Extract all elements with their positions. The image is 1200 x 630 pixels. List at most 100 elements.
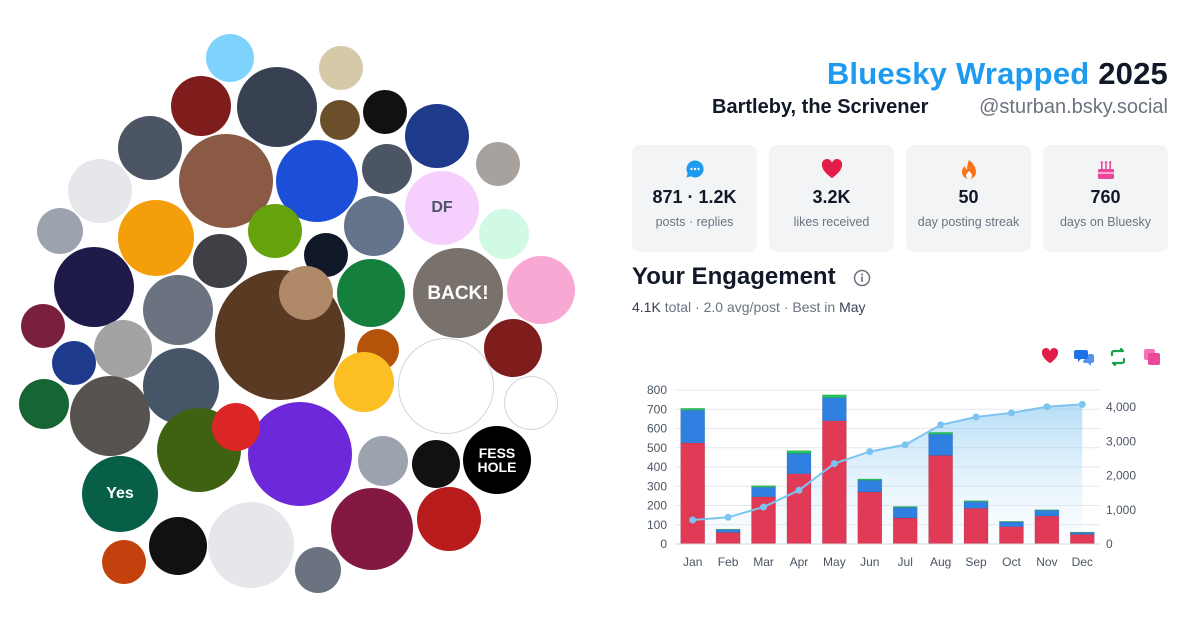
avatar[interactable] xyxy=(334,352,394,412)
engagement-chart: 0 100 200 300 400 500 600 700 800 0 1,000 2,000 3,00… xyxy=(647,383,1136,569)
bar-segment xyxy=(963,501,989,509)
cumulative-point xyxy=(937,421,945,429)
x-tick-label: Nov xyxy=(1036,555,1057,569)
avatar[interactable] xyxy=(362,144,412,194)
engagement-title: Your Engagement xyxy=(632,263,836,290)
avatar[interactable] xyxy=(118,116,182,180)
bar-segment xyxy=(1034,515,1060,545)
bar-segment xyxy=(963,508,989,545)
avatar[interactable] xyxy=(507,256,575,324)
avatar[interactable] xyxy=(476,142,520,186)
info-icon[interactable] xyxy=(853,269,871,292)
bar-segment xyxy=(751,486,776,498)
y2-tick-label: 3,000 xyxy=(1106,434,1136,448)
avatar[interactable] xyxy=(504,376,558,430)
x-tick-label: Dec xyxy=(1072,555,1093,569)
cumulative-point xyxy=(1078,400,1086,408)
avatar[interactable] xyxy=(171,76,231,136)
avatar[interactable] xyxy=(279,266,333,320)
avatar[interactable] xyxy=(417,487,481,551)
avatar[interactable] xyxy=(52,341,96,385)
engagement-average: 2.0 avg/post xyxy=(703,299,780,315)
avatar[interactable] xyxy=(320,100,360,140)
cumulative-point xyxy=(830,460,838,468)
x-tick-label: Apr xyxy=(790,555,809,569)
avatar[interactable] xyxy=(248,204,302,258)
display-name: Bartleby, the Scrivener xyxy=(712,96,929,118)
y-tick-label: 400 xyxy=(647,460,667,474)
bar-segment xyxy=(715,529,741,533)
avatar[interactable] xyxy=(118,200,194,276)
avatar[interactable] xyxy=(143,275,213,345)
avatar[interactable] xyxy=(412,440,460,488)
avatar[interactable] xyxy=(344,196,404,256)
avatar[interactable] xyxy=(37,208,83,254)
avatar-label: DF xyxy=(431,199,453,216)
y-tick-label: 300 xyxy=(647,479,667,493)
avatar[interactable] xyxy=(212,403,260,451)
avatar-label: FESS HOLE xyxy=(477,445,517,475)
bar-segment xyxy=(822,397,847,422)
stat-value: 871 · 1.2K xyxy=(652,187,737,207)
avatar[interactable] xyxy=(479,209,529,259)
bar-segment xyxy=(751,485,776,488)
avatar[interactable] xyxy=(54,247,134,327)
avatar[interactable] xyxy=(19,379,69,429)
bar-segment xyxy=(892,507,918,519)
y-tick-label: 200 xyxy=(647,499,667,513)
bar-segment xyxy=(680,442,706,545)
y-tick-label: 700 xyxy=(647,402,667,416)
engagement-summary: 4.1K total · 2.0 avg/post · Best in May xyxy=(632,299,866,315)
stat-card-streak: 50 day posting streak xyxy=(906,145,1031,252)
avatar[interactable] xyxy=(337,259,405,327)
avatar[interactable] xyxy=(68,159,132,223)
avatar[interactable] xyxy=(237,67,317,147)
cumulative-point xyxy=(866,448,874,456)
avatar[interactable] xyxy=(358,436,408,486)
y-tick-label: 800 xyxy=(647,383,667,397)
x-tick-label: Jan xyxy=(683,555,702,569)
page-title: Bluesky Wrapped 2025 xyxy=(827,56,1168,92)
avatar[interactable] xyxy=(70,376,150,456)
avatar[interactable] xyxy=(206,34,254,82)
avatar[interactable]: BACK! xyxy=(413,248,503,338)
avatar[interactable] xyxy=(398,338,494,434)
avatar[interactable] xyxy=(94,320,152,378)
cumulative-point xyxy=(795,486,803,494)
avatar[interactable]: Yes xyxy=(82,456,158,532)
avatar[interactable] xyxy=(363,90,407,134)
avatar[interactable] xyxy=(484,319,542,377)
avatar[interactable] xyxy=(208,502,294,588)
cumulative-point xyxy=(724,513,732,521)
bar-segment xyxy=(1034,510,1060,517)
quote-icon[interactable] xyxy=(1143,348,1161,371)
avatar[interactable] xyxy=(331,488,413,570)
bar-segment xyxy=(680,409,706,444)
avatar-label: BACK! xyxy=(427,282,489,304)
bar-segment xyxy=(928,433,953,456)
avatar[interactable] xyxy=(319,46,363,90)
replies-icon[interactable] xyxy=(1074,348,1094,371)
avatar[interactable] xyxy=(405,104,469,168)
x-tick-label: Jul xyxy=(898,555,913,569)
repost-icon[interactable] xyxy=(1109,347,1127,371)
bar-segment xyxy=(928,432,953,435)
avatar[interactable] xyxy=(21,304,65,348)
avatar[interactable] xyxy=(149,517,207,575)
y2-tick-label: 1,000 xyxy=(1106,503,1136,517)
cumulative-point xyxy=(1043,403,1051,411)
avatar[interactable] xyxy=(248,402,352,506)
avatar[interactable] xyxy=(295,547,341,593)
bar-segment xyxy=(857,491,883,545)
avatar-label: Yes xyxy=(106,485,134,502)
avatar[interactable]: FESS HOLE xyxy=(463,426,531,494)
chat-bubble-icon xyxy=(632,159,757,181)
avatar[interactable] xyxy=(193,234,247,288)
avatar-cluster: DF BACK! FESS HOLE Yes xyxy=(19,34,575,593)
bar-segment xyxy=(857,480,883,493)
avatar[interactable]: DF xyxy=(405,171,479,245)
heart-icon[interactable] xyxy=(1041,347,1059,369)
user-handle: @sturban.bsky.social xyxy=(979,96,1168,118)
stat-card-posts: 871 · 1.2K posts · replies xyxy=(632,145,757,252)
avatar[interactable] xyxy=(102,540,146,584)
